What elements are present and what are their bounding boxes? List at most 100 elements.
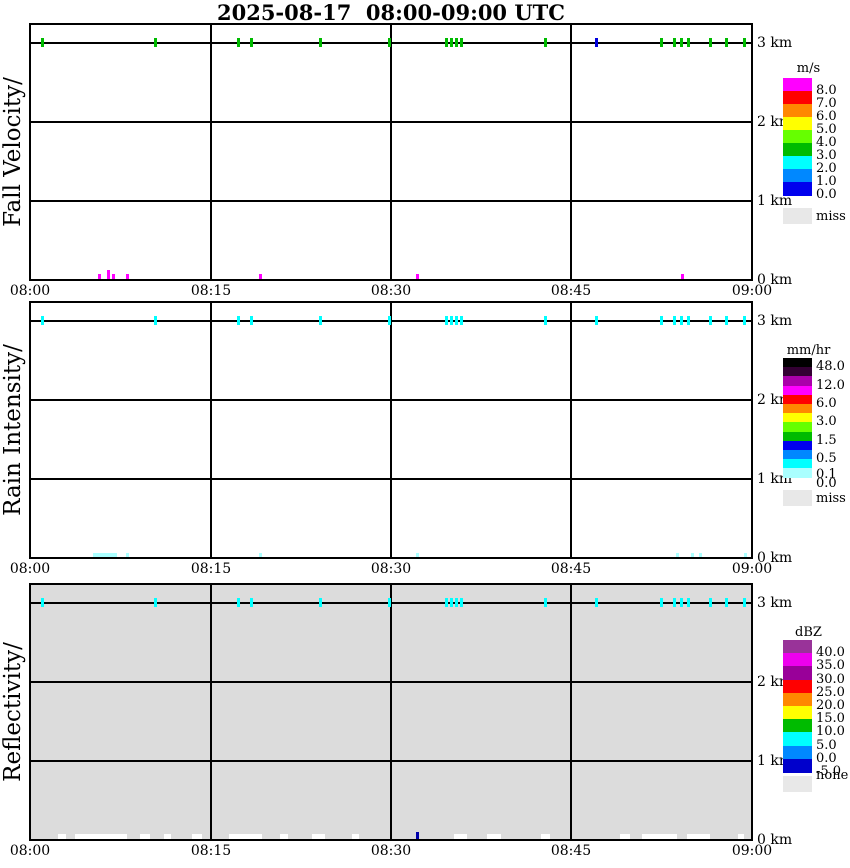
reflectivity-clutter-0km-segment: [280, 834, 288, 839]
ylabel-fall-velocity: Fall Velocity/: [0, 77, 26, 227]
reflectivity-clutter-0km-segment: [642, 834, 677, 839]
fall-velocity-echo-3km: [450, 38, 453, 47]
rain-intensity-echo-0km: [259, 553, 262, 557]
fall-velocity-echo-3km: [455, 38, 458, 47]
reflectivity-legend-color-band: [783, 745, 812, 760]
fall-velocity-time-tick-label: 09:00: [731, 283, 773, 299]
fall-velocity-gridline-v: [210, 23, 212, 281]
fall-velocity-echo-3km: [388, 38, 391, 47]
reflectivity-clutter-0km-segment: [164, 834, 171, 839]
rain-intensity-echo-3km: [319, 316, 322, 325]
reflectivity-echo-3km: [41, 598, 44, 607]
reflectivity-legend-tick-label: 25.0: [816, 684, 845, 700]
rain-intensity-echo-3km: [544, 316, 547, 325]
reflectivity-echo-3km: [445, 598, 448, 607]
rain-intensity-echo-3km: [595, 316, 598, 325]
rain-intensity-gridline-v: [390, 301, 392, 559]
fall-velocity-gridline-v: [751, 23, 753, 281]
reflectivity-clutter-0km-segment: [541, 834, 550, 839]
reflectivity-legend-tick-label: 35.0: [816, 658, 845, 674]
fall-velocity-echo-3km: [237, 38, 240, 47]
rain-intensity-legend-color-band: [783, 450, 812, 460]
fall-velocity-gridline-v: [390, 23, 392, 281]
fall-velocity-time-tick-label: 08:15: [190, 283, 232, 299]
rain-intensity-echo-0km: [676, 553, 679, 557]
reflectivity-echo-3km: [154, 598, 157, 607]
reflectivity-clutter-0km-segment: [620, 834, 630, 839]
fall-velocity-legend-tick-label: 0.0: [816, 187, 837, 202]
fall-velocity-echo-0km: [107, 270, 110, 279]
reflectivity-echo-3km: [455, 598, 458, 607]
reflectivity-legend-tick-label: 30.0: [816, 671, 845, 687]
reflectivity-legend-tick-label: 20.0: [816, 698, 845, 713]
fall-velocity-echo-3km: [460, 38, 463, 47]
fall-velocity-echo-0km: [98, 274, 101, 279]
fall-velocity-height-tick-label: 3 km: [757, 35, 793, 51]
reflectivity-time-tick-label: 08:45: [550, 843, 592, 859]
ylabel-reflectivity: Reflectivity/: [0, 642, 26, 782]
fall-velocity-height-tick-label: 1 km: [757, 193, 793, 209]
rain-intensity-legend-color-band: [783, 422, 812, 433]
fall-velocity-legend-tick-label: 1.0: [816, 174, 837, 189]
rain-intensity-legend-unit-label: mm/hr: [786, 343, 831, 358]
reflectivity-time-tick-label: 08:00: [9, 843, 51, 859]
reflectivity-echo-3km: [680, 598, 683, 607]
reflectivity-gridline-v: [390, 583, 392, 841]
fall-velocity-legend-color-band: [783, 143, 812, 157]
rain-intensity-time-tick-label: 08:45: [550, 561, 592, 577]
ylabel-rain-intensity: Rain Intensity/: [0, 344, 26, 516]
rain-intensity-height-tick-label: 3 km: [757, 313, 793, 329]
reflectivity-echo-3km: [250, 598, 253, 607]
reflectivity-legend-miss-label: none: [816, 768, 849, 783]
rain-intensity-echo-3km: [388, 316, 391, 325]
fall-velocity-echo-3km: [673, 38, 676, 47]
reflectivity-gridline-v: [570, 583, 572, 841]
fall-velocity-gridline-v: [29, 23, 31, 281]
reflectivity-legend-color-band: [783, 706, 812, 720]
fall-velocity-time-tick-label: 08:00: [9, 283, 51, 299]
reflectivity-echo-0km-low: [416, 832, 419, 839]
rain-intensity-legend-color-band: [783, 468, 812, 479]
reflectivity-echo-3km: [743, 598, 746, 607]
rain-intensity-legend-tick-label: 1.5: [816, 432, 837, 448]
rain-intensity-time-tick-label: 08:30: [370, 561, 412, 577]
reflectivity-legend-color-band: [783, 666, 812, 681]
fall-velocity-echo-3km: [445, 38, 448, 47]
reflectivity-clutter-0km-segment: [75, 834, 127, 839]
rain-intensity-legend-color-band: [783, 431, 812, 442]
fall-velocity-legend-tick-label: 3.0: [816, 148, 837, 163]
reflectivity-echo-3km: [237, 598, 240, 607]
fall-velocity-echo-3km: [250, 38, 253, 47]
fall-velocity-echo-0km: [259, 274, 262, 279]
rain-intensity-legend-color-band: [783, 459, 812, 469]
fall-velocity-legend-color-band: [783, 169, 812, 183]
fall-velocity-echo-3km: [687, 38, 690, 47]
rain-intensity-time-tick-label: 08:15: [190, 561, 232, 577]
reflectivity-gridline-v: [210, 583, 212, 841]
rain-intensity-legend-color-band: [783, 358, 812, 368]
reflectivity-time-tick-label: 08:30: [370, 843, 412, 859]
rain-intensity-gridline-v: [210, 301, 212, 559]
reflectivity-clutter-0km-segment: [487, 834, 501, 839]
reflectivity-time-tick-label: 08:15: [190, 843, 232, 859]
rain-intensity-legend-miss-label: miss: [816, 491, 846, 506]
fall-velocity-echo-3km: [743, 38, 746, 47]
reflectivity-echo-3km: [673, 598, 676, 607]
fall-velocity-legend-tick-label: 2.0: [816, 161, 837, 176]
fall-velocity-echo-3km: [154, 38, 157, 47]
rain-intensity-echo-3km: [673, 316, 676, 325]
reflectivity-echo-3km: [595, 598, 598, 607]
rain-intensity-height-tick-label: 0 km: [757, 550, 793, 566]
fall-velocity-time-tick-label: 08:45: [550, 283, 592, 299]
reflectivity-time-tick-label: 09:00: [731, 843, 773, 859]
rain-intensity-echo-3km: [250, 316, 253, 325]
rain-intensity-legend-tick-label: 12.0: [816, 377, 845, 393]
fall-velocity-legend-tick-label: 5.0: [816, 122, 837, 137]
reflectivity-clutter-0km-segment: [454, 834, 467, 839]
reflectivity-echo-3km: [460, 598, 463, 607]
reflectivity-legend-color-band: [783, 732, 812, 747]
rain-intensity-echo-0km: [744, 553, 747, 557]
fall-velocity-legend-color-band: [783, 91, 812, 105]
reflectivity-legend-color-band: [783, 679, 812, 694]
rain-intensity-echo-3km: [154, 316, 157, 325]
